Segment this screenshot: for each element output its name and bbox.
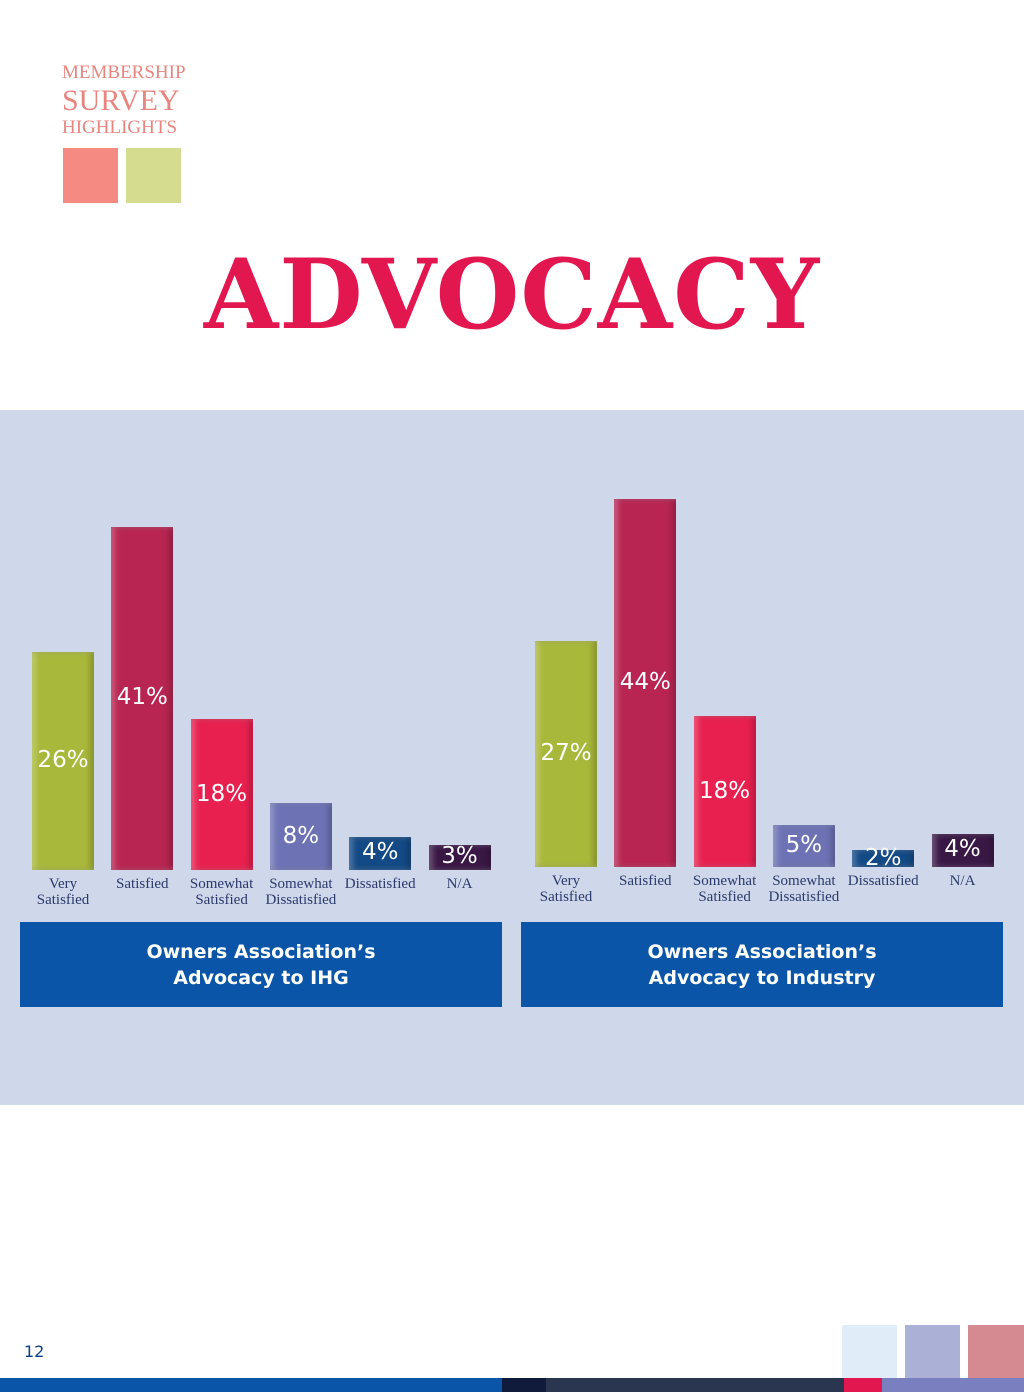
bar <box>931 833 994 867</box>
value-label: 44% <box>619 668 671 695</box>
square <box>968 1325 1024 1378</box>
stripe <box>0 1378 502 1392</box>
chart-caption: Owners Association’s Advocacy to IHG <box>20 922 502 1007</box>
square <box>842 1325 897 1378</box>
stripe <box>546 1378 844 1392</box>
category-label: Somewhat Dissatisfied <box>768 873 840 905</box>
page-number: 12 <box>24 1342 45 1361</box>
category-label: Satisfied <box>116 876 169 892</box>
value-label: 26% <box>37 747 89 774</box>
stripe <box>882 1378 1024 1392</box>
stripe <box>844 1378 882 1392</box>
value-label: 2% <box>864 844 902 871</box>
category-label: Somewhat Dissatisfied <box>265 876 337 908</box>
bar <box>693 716 756 867</box>
header-line: MEMBERSHIP <box>62 62 186 83</box>
bar <box>269 803 332 870</box>
value-label: 18% <box>196 780 248 807</box>
bar <box>190 719 253 870</box>
category-label: Very Satisfied <box>539 873 593 905</box>
chart-title: Owners Association’s Advocacy to IHG <box>146 940 376 989</box>
category-label: Very Satisfied <box>36 876 90 908</box>
category-label: Somewhat Satisfied <box>189 876 254 908</box>
chart-title: Owners Association’s Advocacy to Industr… <box>647 940 877 989</box>
value-label: 4% <box>944 836 981 863</box>
header-line: HIGHLIGHTS <box>62 117 178 138</box>
bar <box>111 526 174 870</box>
category-label: Somewhat Satisfied <box>692 873 757 905</box>
square <box>126 148 181 203</box>
bar <box>772 825 835 867</box>
value-label: 41% <box>116 684 168 711</box>
bar <box>428 844 491 870</box>
square <box>905 1325 960 1378</box>
value-label: 8% <box>282 822 320 849</box>
chart-caption: Owners Association’s Advocacy to Industr… <box>521 922 1003 1007</box>
bar <box>349 836 412 870</box>
page-title: ADVOCACY <box>203 238 821 351</box>
category-label: Dissatisfied <box>847 873 919 889</box>
stripe <box>502 1378 546 1392</box>
value-label: 27% <box>540 740 592 766</box>
category-label: Dissatisfied <box>344 876 416 892</box>
bar <box>32 652 94 870</box>
category-label: N/A <box>949 873 976 889</box>
bar <box>614 498 677 867</box>
value-label: 18% <box>699 777 751 804</box>
category-label: N/A <box>446 876 473 892</box>
value-label: 4% <box>361 839 399 866</box>
square <box>63 148 118 203</box>
value-label: 5% <box>785 832 823 859</box>
value-label: 3% <box>441 843 478 870</box>
header-line: SURVEY <box>62 84 180 117</box>
category-label: Satisfied <box>619 873 672 889</box>
bar <box>535 641 597 867</box>
bar <box>852 850 915 867</box>
